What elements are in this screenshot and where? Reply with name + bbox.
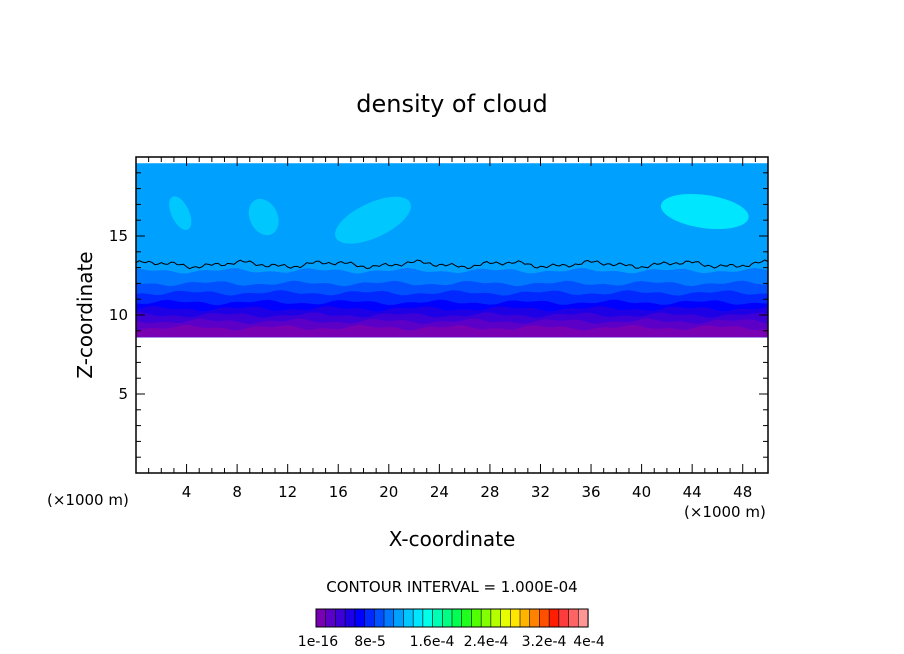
x-tick-label: 24 — [430, 483, 449, 501]
colorbar-swatch — [315, 608, 327, 628]
x-tick-labels: 4 8 12 16 20 24 28 32 36 40 44 48 — [182, 483, 752, 501]
contour-lines — [136, 259, 768, 270]
colorbar-swatch — [412, 608, 424, 628]
colorbar-swatch — [471, 608, 482, 628]
x-tick-label: 28 — [480, 483, 499, 501]
chart-title: density of cloud — [356, 90, 547, 118]
density-field — [136, 163, 768, 338]
x-unit-label: (×1000 m) — [684, 503, 766, 521]
colorbar-swatch — [383, 608, 395, 628]
contour-interval-text: CONTOUR INTERVAL = 1.000E-04 — [326, 578, 577, 596]
colorbar-labels: 1e-16 8e-5 1.6e-4 2.4e-4 3.2e-4 4e-4 — [298, 634, 605, 650]
colorbar-label: 2.4e-4 — [464, 634, 509, 650]
colorbar-swatch — [354, 608, 366, 628]
colorbar — [315, 608, 589, 628]
colorbar-label: 1.6e-4 — [410, 634, 455, 650]
colorbar-swatch — [432, 608, 443, 628]
y-tick-labels: 5 10 15 — [109, 227, 128, 403]
x-axis-label: X-coordinate — [389, 527, 516, 551]
density-patch — [248, 198, 279, 236]
colorbar-swatch — [548, 608, 560, 628]
colorbar-frame — [315, 608, 589, 628]
colorbar-swatch — [451, 608, 463, 628]
density-patch — [660, 193, 749, 230]
contour-line — [136, 259, 768, 270]
colorbar-swatch — [480, 608, 492, 628]
z-unit-label: (×1000 m) — [47, 491, 129, 509]
x-tick-label: 16 — [329, 483, 348, 501]
density-patch — [169, 196, 192, 230]
colorbar-swatch — [422, 608, 434, 628]
colorbar-swatch — [393, 608, 405, 628]
axis-ticks — [136, 157, 768, 473]
x-tick-label: 12 — [278, 483, 297, 501]
x-tick-label: 8 — [232, 483, 242, 501]
colorbar-swatch — [500, 608, 511, 628]
y-tick-label: 10 — [109, 306, 128, 324]
colorbar-swatch — [529, 608, 541, 628]
colorbar-label: 4e-4 — [573, 634, 605, 650]
x-tick-label: 20 — [379, 483, 398, 501]
colorbar-swatch — [403, 608, 414, 628]
colorbar-swatch — [509, 608, 521, 628]
y-tick-label: 15 — [109, 227, 128, 245]
colorbar-swatch — [344, 608, 356, 628]
colorbar-swatch — [568, 608, 579, 628]
colorbar-swatch — [441, 608, 453, 628]
colorbar-swatch — [461, 608, 473, 628]
x-tick-label: 32 — [531, 483, 550, 501]
colorbar-swatch — [325, 608, 337, 628]
colorbar-label: 8e-5 — [354, 634, 385, 650]
density-patch — [335, 196, 411, 244]
x-tick-label: 44 — [683, 483, 702, 501]
colorbar-swatch — [577, 608, 589, 628]
x-tick-label: 4 — [182, 483, 192, 501]
colorbar-swatch — [373, 608, 385, 628]
colorbar-label: 3.2e-4 — [522, 634, 567, 650]
colorbar-swatch — [490, 608, 502, 628]
colorbar-swatch — [558, 608, 570, 628]
colorbar-label: 1e-16 — [298, 634, 338, 650]
x-tick-label: 48 — [733, 483, 752, 501]
density-layer — [136, 324, 768, 338]
y-tick-label: 5 — [118, 385, 128, 403]
colorbar-swatch — [539, 608, 550, 628]
colorbar-swatch — [364, 608, 375, 628]
colorbar-swatch — [335, 608, 346, 628]
x-tick-label: 40 — [632, 483, 651, 501]
y-axis-label: Z-coordinate — [73, 251, 97, 378]
colorbar-swatch — [519, 608, 531, 628]
x-tick-label: 36 — [581, 483, 600, 501]
